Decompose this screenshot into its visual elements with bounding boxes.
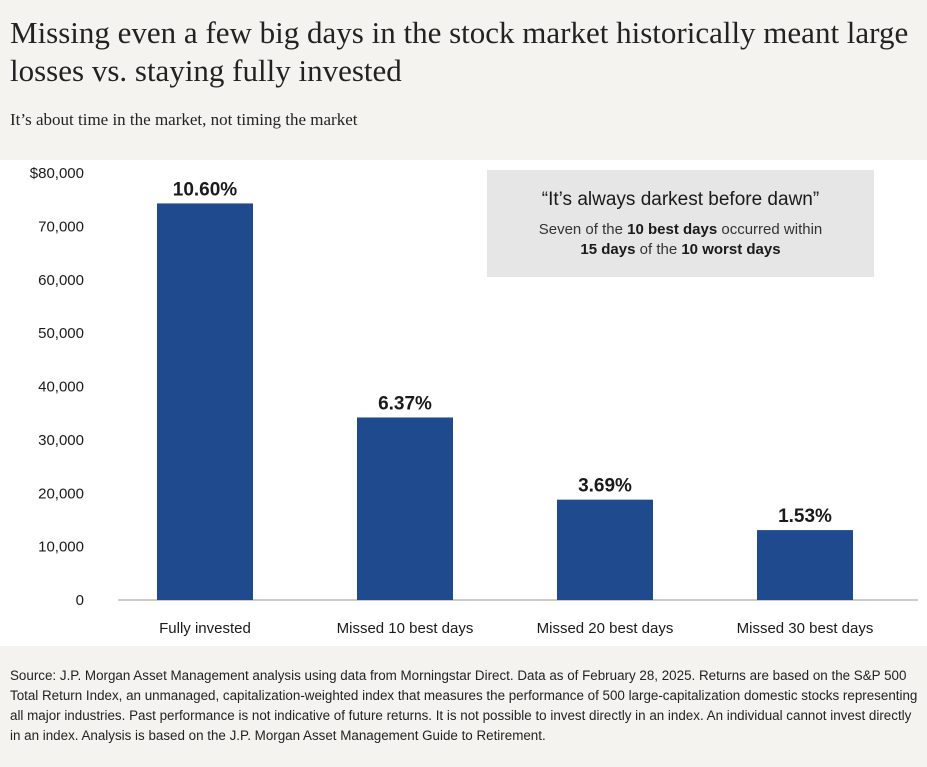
y-tick-label: 20,000 bbox=[38, 485, 84, 502]
chart-subtitle: It’s about time in the market, not timin… bbox=[10, 110, 358, 129]
x-category-label: Missed 20 best days bbox=[537, 620, 674, 637]
callout-quote: “It’s always darkest before dawn” bbox=[541, 189, 820, 210]
bar-data-label: 10.60% bbox=[173, 179, 238, 200]
y-tick-label: $80,000 bbox=[30, 165, 84, 182]
footer: Source: J.P. Morgan Asset Management ana… bbox=[0, 646, 927, 767]
callout-text: occurred within bbox=[717, 221, 823, 238]
bar-chart: 0 10,000 20,000 30,000 40,000 50,000 60,000 70,… bbox=[30, 165, 918, 637]
source-note: Source: J.P. Morgan Asset Management ana… bbox=[10, 668, 918, 743]
x-category-label: Missed 30 best days bbox=[737, 620, 874, 637]
header: Missing even a few big days in the stock… bbox=[0, 0, 927, 160]
bar-data-label: 3.69% bbox=[578, 476, 632, 497]
y-tick-label: 50,000 bbox=[38, 325, 84, 342]
callout-highlight: 10 best days bbox=[627, 221, 718, 238]
x-category-label: Fully invested bbox=[159, 620, 251, 637]
y-tick-label: 10,000 bbox=[38, 539, 84, 556]
y-tick-label: 40,000 bbox=[38, 379, 84, 396]
chart-area: 0 10,000 20,000 30,000 40,000 50,000 60,000 70,… bbox=[0, 160, 927, 646]
callout-box: “It’s always darkest before dawn” Seven … bbox=[487, 170, 874, 277]
callout-text: of the bbox=[635, 241, 682, 258]
bar bbox=[157, 203, 253, 600]
x-category-label: Missed 10 best days bbox=[337, 620, 474, 637]
chart-title: Missing even a few big days in the stock… bbox=[10, 15, 909, 88]
y-tick-label: 30,000 bbox=[38, 432, 84, 449]
callout-text: Seven of the bbox=[538, 221, 628, 238]
bar bbox=[757, 530, 853, 600]
callout-highlight: 15 days bbox=[580, 241, 636, 258]
bar-data-label: 6.37% bbox=[378, 393, 432, 414]
bar-data-label: 1.53% bbox=[778, 506, 832, 527]
bar bbox=[557, 499, 653, 600]
y-tick-label: 0 bbox=[76, 592, 84, 609]
callout-body: Seven of the 10 best days occurred withi… bbox=[487, 220, 874, 260]
callout-highlight: 10 worst days bbox=[681, 241, 781, 258]
bar bbox=[357, 417, 453, 600]
y-tick-label: 60,000 bbox=[38, 272, 84, 289]
y-tick-label: 70,000 bbox=[38, 218, 84, 235]
